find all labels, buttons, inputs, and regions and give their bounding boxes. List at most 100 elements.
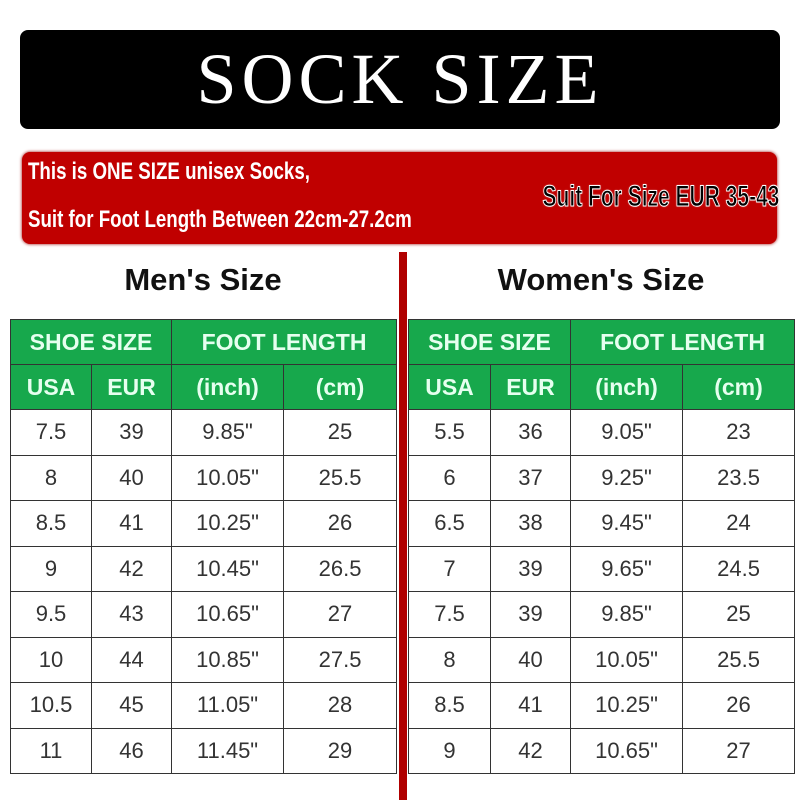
women-size-title: Women's Size [497, 262, 705, 297]
size-notice: This is ONE SIZE unisex Socks, Suit for … [22, 152, 780, 244]
table-cell: 36 [489, 409, 572, 456]
table-cell: 39 [90, 409, 173, 456]
eur-range-badge: Suit For Size EUR 35-43 [542, 180, 780, 214]
table-cell: 10.45" [171, 545, 285, 592]
table-row: 7.5 39 9.85" 25 [10, 409, 398, 456]
group-header: SHOE SIZE [407, 319, 572, 365]
table-cell: 37 [489, 454, 572, 501]
table-cell: 26.5 [283, 545, 398, 592]
table-row: 5.5 36 9.05" 23 [408, 409, 796, 456]
table-cell: 27 [283, 591, 398, 638]
table-cell: 39 [489, 591, 572, 638]
table-cell: 9.85" [171, 409, 285, 456]
table-cell: 25.5 [682, 636, 796, 683]
table-cell: 23.5 [682, 454, 796, 501]
table-cell: 10.85" [171, 636, 285, 683]
men-size-table: SHOE SIZE FOOT LENGTH USA EUR (inch) (cm) 7.5 3… [9, 319, 398, 774]
table-cell: 42 [90, 545, 173, 592]
group-header: FOOT LENGTH [171, 319, 398, 365]
table-row: 8 40 10.05" 25.5 [10, 454, 398, 501]
column-header: USA [408, 364, 491, 410]
table-cell: 24.5 [682, 545, 796, 592]
group-header: FOOT LENGTH [570, 319, 796, 365]
page-title-banner: SOCK SIZE [20, 30, 780, 129]
column-header: (inch) [570, 364, 684, 410]
table-cell: 10.25" [570, 682, 684, 729]
table-row: 10.5 45 11.05" 28 [10, 682, 398, 729]
table-cell: 29 [283, 727, 398, 774]
group-header-row: SHOE SIZE FOOT LENGTH [407, 319, 796, 365]
table-cell: 10.65" [171, 591, 285, 638]
table-cell: 26 [682, 682, 796, 729]
table-cell: 9 [10, 545, 92, 592]
table-cell: 9 [408, 727, 491, 774]
table-cell: 44 [90, 636, 173, 683]
table-cell: 24 [682, 500, 796, 547]
table-cell: 7.5 [10, 409, 92, 456]
table-cell: 8 [10, 454, 92, 501]
table-row: 8.5 41 10.25" 26 [10, 500, 398, 547]
table-row: 8.5 41 10.25" 26 [408, 682, 796, 729]
table-cell: 9.45" [570, 500, 684, 547]
table-row: 7 39 9.65" 24.5 [408, 545, 796, 592]
group-header-row: SHOE SIZE FOOT LENGTH [9, 319, 398, 365]
table-cell: 10.05" [570, 636, 684, 683]
men-size-title: Men's Size [124, 262, 282, 297]
table-cell: 7 [408, 545, 491, 592]
table-cell: 39 [489, 545, 572, 592]
table-cell: 40 [489, 636, 572, 683]
column-header: (inch) [171, 364, 285, 410]
table-cell: 23 [682, 409, 796, 456]
notice-line-1: This is ONE SIZE unisex Socks, [28, 158, 310, 185]
table-cell: 38 [489, 500, 572, 547]
table-cell: 10 [10, 636, 92, 683]
table-cell: 40 [90, 454, 173, 501]
table-cell: 26 [283, 500, 398, 547]
table-cell: 9.05" [570, 409, 684, 456]
table-row: 9 42 10.65" 27 [408, 727, 796, 774]
table-cell: 8.5 [10, 500, 92, 547]
table-cell: 5.5 [408, 409, 491, 456]
table-row: 11 46 11.45" 29 [10, 727, 398, 774]
table-cell: 10.25" [171, 500, 285, 547]
column-header: EUR [90, 364, 173, 410]
table-cell: 10.65" [570, 727, 684, 774]
table-cell: 45 [90, 682, 173, 729]
table-cell: 25 [283, 409, 398, 456]
table-cell: 10.05" [171, 454, 285, 501]
table-cell: 9.25" [570, 454, 684, 501]
table-row: 6 37 9.25" 23.5 [408, 454, 796, 501]
table-row: 7.5 39 9.85" 25 [408, 591, 796, 638]
women-size-table: SHOE SIZE FOOT LENGTH USA EUR (inch) (cm) 5.5 3… [407, 319, 796, 774]
table-cell: 46 [90, 727, 173, 774]
table-cell: 9.85" [570, 591, 684, 638]
table-cell: 25 [682, 591, 796, 638]
table-cell: 10.5 [10, 682, 92, 729]
table-row: 10 44 10.85" 27.5 [10, 636, 398, 683]
group-header: SHOE SIZE [9, 319, 173, 365]
table-cell: 8 [408, 636, 491, 683]
column-header: (cm) [283, 364, 398, 410]
column-header-row: USA EUR (inch) (cm) [10, 364, 398, 410]
table-cell: 11.45" [171, 727, 285, 774]
table-cell: 8.5 [408, 682, 491, 729]
table-cell: 41 [90, 500, 173, 547]
table-cell: 11.05" [171, 682, 285, 729]
table-cell: 27.5 [283, 636, 398, 683]
table-cell: 7.5 [408, 591, 491, 638]
table-cell: 11 [10, 727, 92, 774]
table-row: 6.5 38 9.45" 24 [408, 500, 796, 547]
table-cell: 6 [408, 454, 491, 501]
table-cell: 9.65" [570, 545, 684, 592]
column-header: EUR [489, 364, 572, 410]
table-cell: 6.5 [408, 500, 491, 547]
column-header-row: USA EUR (inch) (cm) [408, 364, 796, 410]
section-divider [399, 252, 407, 800]
notice-line-2: Suit for Foot Length Between 22cm-27.2cm [28, 206, 412, 233]
table-cell: 42 [489, 727, 572, 774]
table-cell: 43 [90, 591, 173, 638]
column-header: (cm) [682, 364, 796, 410]
column-header: USA [10, 364, 92, 410]
table-cell: 28 [283, 682, 398, 729]
table-row: 9 42 10.45" 26.5 [10, 545, 398, 592]
